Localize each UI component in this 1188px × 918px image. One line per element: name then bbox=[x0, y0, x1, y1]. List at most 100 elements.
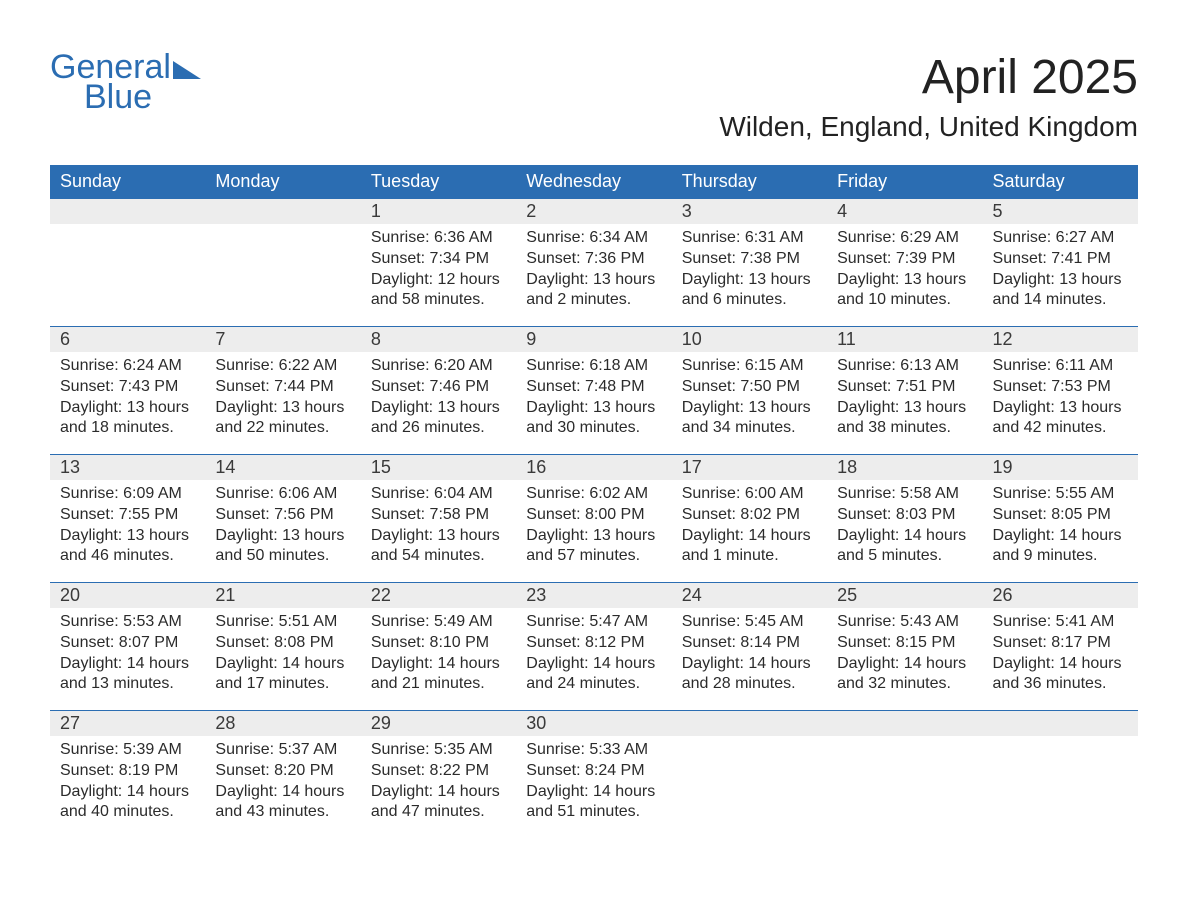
day-number: 21 bbox=[205, 583, 360, 608]
calendar-cell: 17Sunrise: 6:00 AMSunset: 8:02 PMDayligh… bbox=[672, 455, 827, 583]
daylight-line: Daylight: 14 hours and 5 minutes. bbox=[837, 526, 972, 568]
weekday-header: Sunday bbox=[50, 165, 205, 199]
sunset-line: Sunset: 7:44 PM bbox=[215, 377, 350, 398]
daylight-line: Daylight: 13 hours and 10 minutes. bbox=[837, 270, 972, 312]
sunset-line: Sunset: 8:03 PM bbox=[837, 505, 972, 526]
day-detail bbox=[205, 224, 360, 238]
sunset-line: Sunset: 8:05 PM bbox=[993, 505, 1128, 526]
calendar-cell: 19Sunrise: 5:55 AMSunset: 8:05 PMDayligh… bbox=[983, 455, 1138, 583]
day-number: 16 bbox=[516, 455, 671, 480]
sunrise-line: Sunrise: 6:13 AM bbox=[837, 356, 972, 377]
day-number: 30 bbox=[516, 711, 671, 736]
sunset-line: Sunset: 8:10 PM bbox=[371, 633, 506, 654]
calendar-cell: 27Sunrise: 5:39 AMSunset: 8:19 PMDayligh… bbox=[50, 711, 205, 834]
day-detail: Sunrise: 6:22 AMSunset: 7:44 PMDaylight:… bbox=[205, 352, 360, 449]
daylight-line: Daylight: 14 hours and 47 minutes. bbox=[371, 782, 506, 824]
daylight-line: Daylight: 13 hours and 46 minutes. bbox=[60, 526, 195, 568]
daylight-line: Daylight: 14 hours and 36 minutes. bbox=[993, 654, 1128, 696]
day-number: 25 bbox=[827, 583, 982, 608]
weekday-header: Friday bbox=[827, 165, 982, 199]
sunrise-line: Sunrise: 6:24 AM bbox=[60, 356, 195, 377]
day-number: 14 bbox=[205, 455, 360, 480]
day-number: 5 bbox=[983, 199, 1138, 224]
calendar-cell: 3Sunrise: 6:31 AMSunset: 7:38 PMDaylight… bbox=[672, 199, 827, 327]
day-detail bbox=[50, 224, 205, 238]
day-number: 17 bbox=[672, 455, 827, 480]
sunset-line: Sunset: 7:48 PM bbox=[526, 377, 661, 398]
daylight-line: Daylight: 14 hours and 17 minutes. bbox=[215, 654, 350, 696]
day-detail: Sunrise: 6:29 AMSunset: 7:39 PMDaylight:… bbox=[827, 224, 982, 321]
calendar-cell: 28 Sunrise: 5:37 AMSunset: 8:20 PMDayligh… bbox=[205, 711, 360, 834]
day-number bbox=[672, 711, 827, 736]
daylight-line: Daylight: 13 hours and 14 minutes. bbox=[993, 270, 1128, 312]
day-number: 20 bbox=[50, 583, 205, 608]
sunset-line: Sunset: 8:19 PM bbox=[60, 761, 195, 782]
daylight-line: Daylight: 14 hours and 28 minutes. bbox=[682, 654, 817, 696]
day-detail bbox=[827, 736, 982, 750]
day-detail: Sunrise: 6:00 AMSunset: 8:02 PMDaylight:… bbox=[672, 480, 827, 577]
sunrise-line: Sunrise: 5:37 AM bbox=[215, 740, 350, 761]
day-number bbox=[205, 199, 360, 224]
day-detail bbox=[672, 736, 827, 750]
sunset-line: Sunset: 8:02 PM bbox=[682, 505, 817, 526]
daylight-line: Daylight: 12 hours and 58 minutes. bbox=[371, 270, 506, 312]
day-detail: Sunrise: 5:51 AMSunset: 8:08 PMDaylight:… bbox=[205, 608, 360, 705]
sunset-line: Sunset: 8:00 PM bbox=[526, 505, 661, 526]
day-detail: Sunrise: 5:33 AMSunset: 8:24 PMDaylight:… bbox=[516, 736, 671, 833]
calendar-cell: 1Sunrise: 6:36 AMSunset: 7:34 PMDaylight… bbox=[361, 199, 516, 327]
triangle-icon bbox=[173, 61, 201, 79]
sunrise-line: Sunrise: 6:22 AM bbox=[215, 356, 350, 377]
daylight-line: Daylight: 14 hours and 32 minutes. bbox=[837, 654, 972, 696]
day-detail: Sunrise: 6:04 AMSunset: 7:58 PMDaylight:… bbox=[361, 480, 516, 577]
calendar-cell: 9Sunrise: 6:18 AMSunset: 7:48 PMDaylight… bbox=[516, 327, 671, 455]
sunset-line: Sunset: 7:53 PM bbox=[993, 377, 1128, 398]
header: General Blue April 2025 Wilden, England,… bbox=[50, 50, 1138, 143]
day-detail: Sunrise: 5:49 AMSunset: 8:10 PMDaylight:… bbox=[361, 608, 516, 705]
day-detail: Sunrise: 6:11 AMSunset: 7:53 PMDaylight:… bbox=[983, 352, 1138, 449]
calendar-cell: 11Sunrise: 6:13 AMSunset: 7:51 PMDayligh… bbox=[827, 327, 982, 455]
sunset-line: Sunset: 7:36 PM bbox=[526, 249, 661, 270]
day-detail: Sunrise: 6:20 AMSunset: 7:46 PMDaylight:… bbox=[361, 352, 516, 449]
daylight-line: Daylight: 14 hours and 43 minutes. bbox=[215, 782, 350, 824]
sunrise-line: Sunrise: 6:11 AM bbox=[993, 356, 1128, 377]
calendar-cell: 26Sunrise: 5:41 AMSunset: 8:17 PMDayligh… bbox=[983, 583, 1138, 711]
sunrise-line: Sunrise: 5:43 AM bbox=[837, 612, 972, 633]
sunset-line: Sunset: 7:55 PM bbox=[60, 505, 195, 526]
day-number: 24 bbox=[672, 583, 827, 608]
calendar-cell bbox=[50, 199, 205, 327]
day-number: 18 bbox=[827, 455, 982, 480]
sunrise-line: Sunrise: 5:33 AM bbox=[526, 740, 661, 761]
calendar-cell: 22Sunrise: 5:49 AMSunset: 8:10 PMDayligh… bbox=[361, 583, 516, 711]
day-detail: Sunrise: 6:27 AMSunset: 7:41 PMDaylight:… bbox=[983, 224, 1138, 321]
calendar-cell: 14Sunrise: 6:06 AMSunset: 7:56 PMDayligh… bbox=[205, 455, 360, 583]
sunset-line: Sunset: 8:20 PM bbox=[215, 761, 350, 782]
day-number: 13 bbox=[50, 455, 205, 480]
day-detail: Sunrise: 6:34 AMSunset: 7:36 PMDaylight:… bbox=[516, 224, 671, 321]
daylight-line: Daylight: 14 hours and 1 minute. bbox=[682, 526, 817, 568]
calendar-row: 6Sunrise: 6:24 AMSunset: 7:43 PMDaylight… bbox=[50, 327, 1138, 455]
sunset-line: Sunset: 8:15 PM bbox=[837, 633, 972, 654]
sunset-line: Sunset: 7:58 PM bbox=[371, 505, 506, 526]
sunrise-line: Sunrise: 5:41 AM bbox=[993, 612, 1128, 633]
sunset-line: Sunset: 7:34 PM bbox=[371, 249, 506, 270]
day-detail: Sunrise: 6:15 AMSunset: 7:50 PMDaylight:… bbox=[672, 352, 827, 449]
sunset-line: Sunset: 7:39 PM bbox=[837, 249, 972, 270]
day-number: 8 bbox=[361, 327, 516, 352]
day-detail: Sunrise: 6:18 AMSunset: 7:48 PMDaylight:… bbox=[516, 352, 671, 449]
sunset-line: Sunset: 7:41 PM bbox=[993, 249, 1128, 270]
sunrise-line: Sunrise: 6:27 AM bbox=[993, 228, 1128, 249]
day-detail bbox=[983, 736, 1138, 750]
calendar-cell: 2Sunrise: 6:34 AMSunset: 7:36 PMDaylight… bbox=[516, 199, 671, 327]
day-number: 6 bbox=[50, 327, 205, 352]
day-detail: Sunrise: 5:53 AMSunset: 8:07 PMDaylight:… bbox=[50, 608, 205, 705]
title-block: April 2025 Wilden, England, United Kingd… bbox=[719, 50, 1138, 143]
sunset-line: Sunset: 8:24 PM bbox=[526, 761, 661, 782]
daylight-line: Daylight: 13 hours and 34 minutes. bbox=[682, 398, 817, 440]
day-number: 28 bbox=[205, 711, 360, 736]
calendar-cell: 25 Sunrise: 5:43 AMSunset: 8:15 PMDayligh… bbox=[827, 583, 982, 711]
daylight-line: Daylight: 14 hours and 21 minutes. bbox=[371, 654, 506, 696]
weekday-header: Tuesday bbox=[361, 165, 516, 199]
calendar-cell bbox=[827, 711, 982, 834]
daylight-line: Daylight: 13 hours and 6 minutes. bbox=[682, 270, 817, 312]
calendar-cell: 16Sunrise: 6:02 AMSunset: 8:00 PMDayligh… bbox=[516, 455, 671, 583]
